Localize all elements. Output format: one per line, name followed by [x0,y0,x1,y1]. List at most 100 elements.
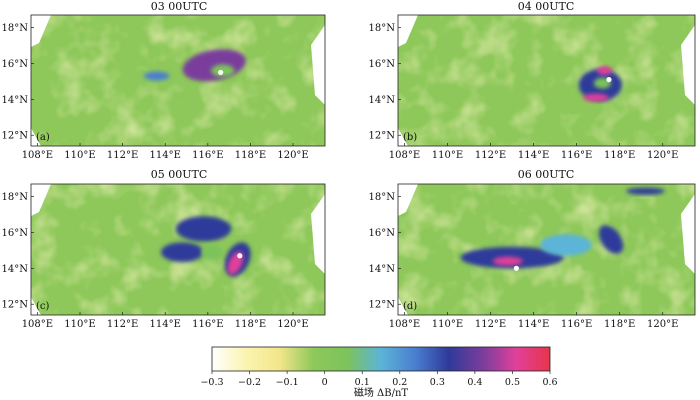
panel-b: 04 00UTC (b) 108°E 110°E 112°E 114°E 116°E 11… [369,0,696,161]
colorbar-label: 磁场 ΔB/nT [354,386,409,399]
colorbar-tick-label: 0.3 [430,377,445,388]
colorbar-scale [211,346,551,372]
y-tick-label: 12°N [369,131,396,142]
x-tick-label: 110°E [64,150,95,161]
x-axis-ticks: 108°E 110°E 112°E 114°E 116°E 118°E 120°E [22,143,309,161]
colorbar-tick-label: 0.2 [392,377,407,388]
field-anomaly [143,71,170,81]
y-tick-label: 18°N [369,23,396,34]
panel-label: (b) [403,132,417,143]
x-tick-label: 112°E [107,319,138,330]
y-tick-label: 18°N [2,23,29,34]
y-tick-label: 16°N [2,228,29,239]
blank-zone [398,184,418,216]
x-tick-label: 118°E [235,150,266,161]
x-tick-label: 108°E [389,150,420,161]
panel-title: 05 00UTC [151,168,208,181]
panel-title: 04 00UTC [518,0,575,13]
colorbar: −0.3 −0.2 −0.1 0 0.1 0.2 0.3 0.4 0.5 0.6 磁场 ΔB/nT [200,346,558,399]
plot-frame [30,183,326,316]
x-tick-label: 110°E [64,319,95,330]
y-axis-ticks: 12°N 14°N 16°N 18°N [369,192,401,311]
panel-title: 03 00UTC [151,0,208,13]
colorbar-tick-label: 0.1 [355,377,370,388]
x-tick-label: 108°E [389,319,420,330]
heatmap-field [398,15,695,146]
x-tick-label: 116°E [561,150,592,161]
blank-zone [681,194,695,274]
heatmap-field [398,184,695,315]
y-axis-ticks: 12°N 14°N 16°N 18°N [369,23,401,142]
y-tick-label: 14°N [369,95,396,106]
x-tick-label: 120°E [647,319,678,330]
y-tick-label: 14°N [2,95,29,106]
x-tick-label: 108°E [22,150,53,161]
x-tick-label: 114°E [150,319,181,330]
center-marker [237,253,243,259]
colorbar-ticks: −0.3 −0.2 −0.1 0 0.1 0.2 0.3 0.4 0.5 0.6 [200,371,558,388]
field-texture [398,15,695,146]
panel-label: (a) [36,132,50,143]
x-tick-label: 114°E [518,319,549,330]
colorbar-tick-label: −0.1 [276,377,299,388]
y-tick-label: 14°N [2,264,29,275]
plot-frame [397,183,696,316]
x-tick-label: 120°E [277,319,308,330]
center-marker [606,77,612,83]
field-anomaly [492,256,523,266]
x-tick-label: 112°E [475,150,506,161]
plot-frame [397,14,696,147]
x-tick-label: 120°E [647,150,678,161]
x-tick-label: 114°E [150,150,181,161]
colorbar-tick-label: −0.2 [238,377,261,388]
colorbar-tick-label: 0.5 [505,377,520,388]
blank-zone [31,184,51,216]
field-anomaly [583,93,609,102]
blank-zone [31,15,51,47]
x-tick-label: 110°E [432,319,463,330]
heatmap-field [31,15,325,146]
panel-label: (d) [403,301,417,312]
field-anomaly [201,244,223,261]
blank-zone [398,297,408,315]
x-axis-ticks: 108°E 110°E 112°E 114°E 116°E 118°E 120°E [389,143,678,161]
colorbar-tick-label: −0.3 [200,377,223,388]
heatmap-field [31,184,325,315]
field-anomaly [540,234,592,256]
panel-d: 06 00UTC (d) 108°E 110°E 112°E 114°E 116°E 11… [369,168,696,330]
x-axis-ticks: 108°E 110°E 112°E 114°E 116°E 118°E 120°E [389,312,678,330]
blank-zone [398,128,408,146]
y-axis-ticks: 12°N 14°N 16°N 18°N [2,192,34,311]
y-tick-label: 12°N [2,131,29,142]
center-marker [513,265,519,271]
x-tick-label: 120°E [277,150,308,161]
x-tick-label: 114°E [518,150,549,161]
x-tick-label: 116°E [192,319,223,330]
colorbar-tick-label: 0 [322,377,328,388]
field-anomaly [211,64,235,77]
x-tick-label: 118°E [604,319,635,330]
x-tick-label: 116°E [561,319,592,330]
field-anomaly [626,187,665,195]
blank-zone [311,194,325,274]
panel-a: 03 00UTC (a) 108°E 110°E 112°E 114°E 116°E 11… [2,0,326,161]
y-tick-label: 16°N [369,59,396,70]
center-marker [218,69,224,76]
x-tick-label: 112°E [107,150,138,161]
field-anomaly [160,242,204,263]
y-axis-ticks: 12°N 14°N 16°N 18°N [2,23,34,142]
panel-label: (c) [36,301,50,312]
blank-zone [681,25,695,105]
field-texture [31,15,325,146]
y-tick-label: 18°N [369,192,396,203]
blank-zone [398,15,418,47]
blank-zone [311,25,325,105]
colorbar-tick-label: 0.6 [542,377,557,388]
panel-title: 06 00UTC [518,168,575,181]
x-tick-label: 112°E [475,319,506,330]
x-tick-label: 116°E [192,150,223,161]
y-tick-label: 16°N [369,228,396,239]
x-tick-label: 110°E [432,150,463,161]
plot-frame [30,14,326,147]
